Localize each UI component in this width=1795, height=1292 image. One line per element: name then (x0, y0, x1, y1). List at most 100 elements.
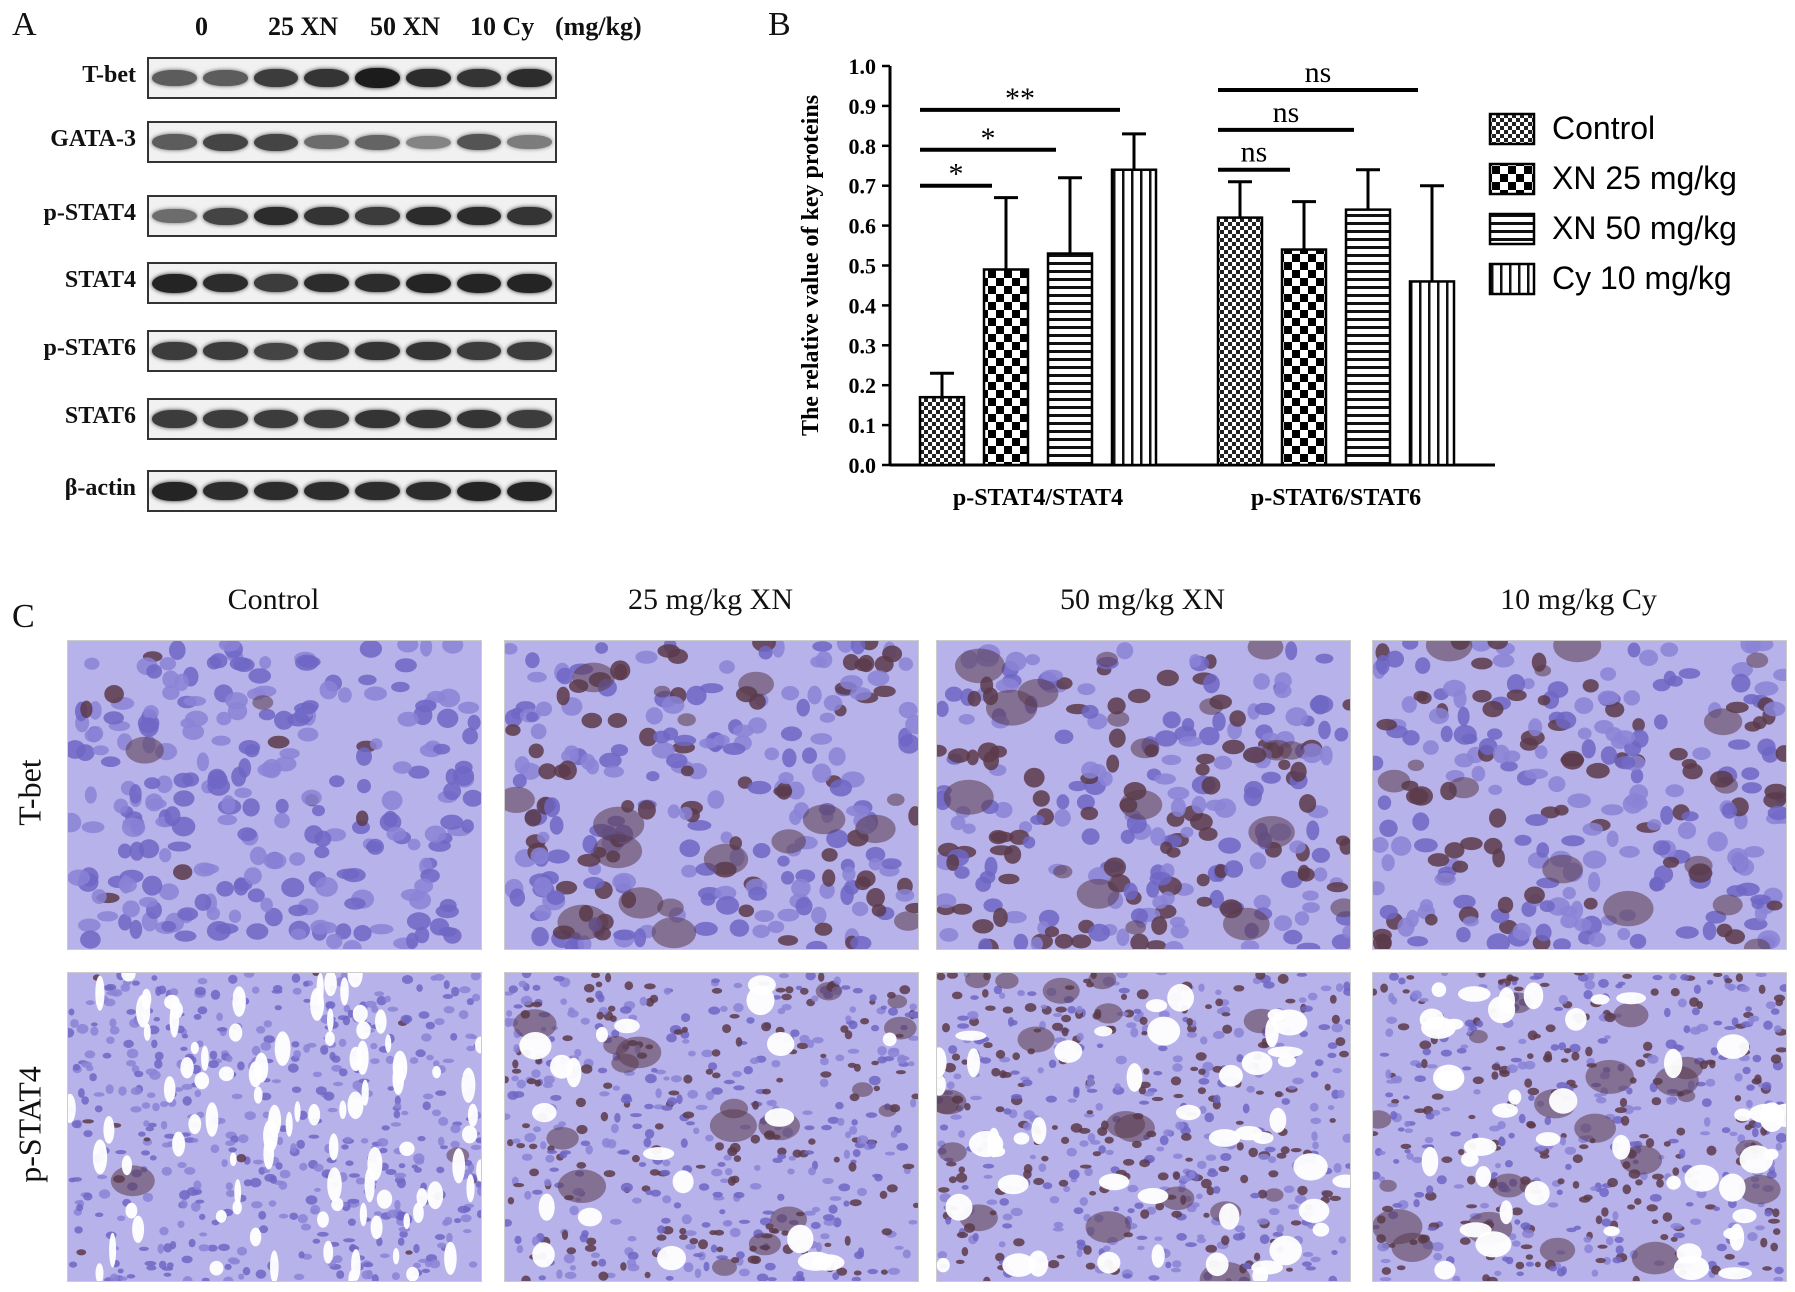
blot-band (355, 481, 400, 501)
blot-band (202, 410, 248, 428)
significance-label: ** (1005, 82, 1035, 115)
blot-label-5: STAT6 (64, 403, 136, 429)
blot-strip-0 (147, 57, 557, 99)
blot-band (152, 481, 197, 501)
ihc-micrograph-image (505, 641, 918, 949)
y-tick-label: 0.3 (849, 333, 877, 358)
significance-label: ns (1305, 56, 1332, 89)
blot-band (253, 481, 299, 501)
blot-band (507, 342, 552, 360)
y-tick-label: 0.0 (849, 453, 877, 478)
panel-a-letter: A (12, 6, 37, 43)
significance-label: * (981, 122, 996, 155)
ihc-micrograph (1372, 972, 1787, 1282)
legend-label: XN 25 mg/kg (1552, 160, 1737, 196)
blot-band (152, 134, 197, 150)
x-category-label: p-STAT6/STAT6 (1251, 485, 1421, 511)
significance-label: * (949, 158, 964, 191)
y-tick-label: 0.9 (849, 94, 877, 119)
ihc-column-title-1: 25 mg/kg XN (628, 583, 793, 616)
blot-band (152, 208, 197, 224)
blot-band (202, 70, 248, 86)
bar (1216, 216, 1264, 467)
blot-band (456, 69, 502, 87)
legend-swatch (1488, 162, 1536, 196)
blot-band (202, 207, 248, 225)
blot-band (304, 69, 349, 87)
legend-label: Cy 10 mg/kg (1552, 260, 1732, 296)
blot-band (253, 69, 299, 87)
ihc-micrograph (504, 640, 919, 950)
blot-strip-5 (147, 398, 557, 440)
blot-band (355, 134, 400, 150)
ihc-micrograph (67, 972, 482, 1282)
blot-band (456, 410, 502, 428)
ihc-micrograph-image (1373, 641, 1786, 949)
ihc-micrograph-image (937, 973, 1350, 1281)
blot-band (405, 342, 451, 360)
lane-header-2: 50 XN (370, 12, 441, 41)
y-tick-label: 0.1 (849, 413, 877, 438)
blot-band (304, 134, 349, 150)
blot-band (456, 342, 502, 360)
ihc-micrograph (936, 640, 1351, 950)
y-tick-label: 0.7 (849, 174, 877, 199)
legend-label: XN 50 mg/kg (1552, 210, 1737, 246)
blot-band (355, 342, 400, 360)
blot-band (507, 68, 552, 88)
ihc-micrograph (936, 972, 1351, 1282)
blot-band (304, 481, 349, 501)
significance-label: ns (1241, 136, 1268, 169)
bar (1280, 248, 1328, 467)
ihc-micrograph (504, 972, 919, 1282)
blot-band (304, 410, 349, 428)
blot-band (507, 273, 552, 293)
blot-band (355, 68, 400, 88)
bar-chart-svg: 0.0 0.1 0.2 0.3 0.4 0.5 0.6 0.7 0.8 0.9 1.0 The rel… (798, 54, 1737, 511)
blot-band (202, 481, 248, 501)
blot-band (253, 274, 299, 292)
blot-band (304, 207, 349, 225)
blot-label-3: STAT4 (64, 267, 136, 293)
blot-strip-4 (147, 330, 557, 372)
y-tick-label: 0.4 (849, 293, 877, 318)
blot-band (405, 273, 451, 293)
blot-strip-3 (147, 262, 557, 304)
blot-band (355, 207, 400, 225)
blot-band (405, 410, 451, 428)
legend-label: Control (1552, 110, 1655, 146)
ihc-row-label-0: T-bet (11, 759, 48, 826)
bar-chart: 0.0 0.1 0.2 0.3 0.4 0.5 0.6 0.7 0.8 0.9 1.0 The rel… (780, 30, 1790, 530)
bar (1110, 168, 1158, 467)
blot-band (456, 273, 502, 293)
y-tick-label: 0.2 (849, 373, 877, 398)
blot-band (507, 207, 552, 225)
blot-band (405, 135, 451, 149)
bar (1344, 208, 1392, 467)
ihc-micrograph-image (1373, 973, 1786, 1281)
blot-band (355, 273, 400, 293)
blot-band (405, 206, 451, 226)
ihc-column-title-3: 10 mg/kg Cy (1500, 583, 1657, 616)
blot-band (202, 273, 248, 293)
blot-band (253, 133, 299, 151)
bar (918, 395, 966, 467)
x-category-label: p-STAT4/STAT4 (953, 485, 1123, 511)
blot-band (507, 410, 552, 428)
ihc-micrograph-image (937, 641, 1350, 949)
lane-header-3: 10 Cy (470, 12, 535, 41)
y-tick-label: 0.5 (849, 254, 877, 279)
blot-band (405, 481, 451, 501)
blot-label-2: p-STAT4 (43, 200, 136, 226)
bar (982, 268, 1030, 467)
ihc-column-title-0: Control (227, 583, 320, 616)
blot-band (253, 410, 299, 428)
blot-band (456, 206, 502, 226)
ihc-micrograph-image (68, 973, 481, 1281)
blot-band (152, 273, 197, 293)
ihc-column-title-2: 50 mg/kg XN (1060, 583, 1225, 616)
y-tick-label: 0.8 (849, 134, 877, 159)
blot-band (304, 273, 349, 293)
bar (1046, 252, 1094, 467)
legend-swatch (1488, 212, 1536, 246)
